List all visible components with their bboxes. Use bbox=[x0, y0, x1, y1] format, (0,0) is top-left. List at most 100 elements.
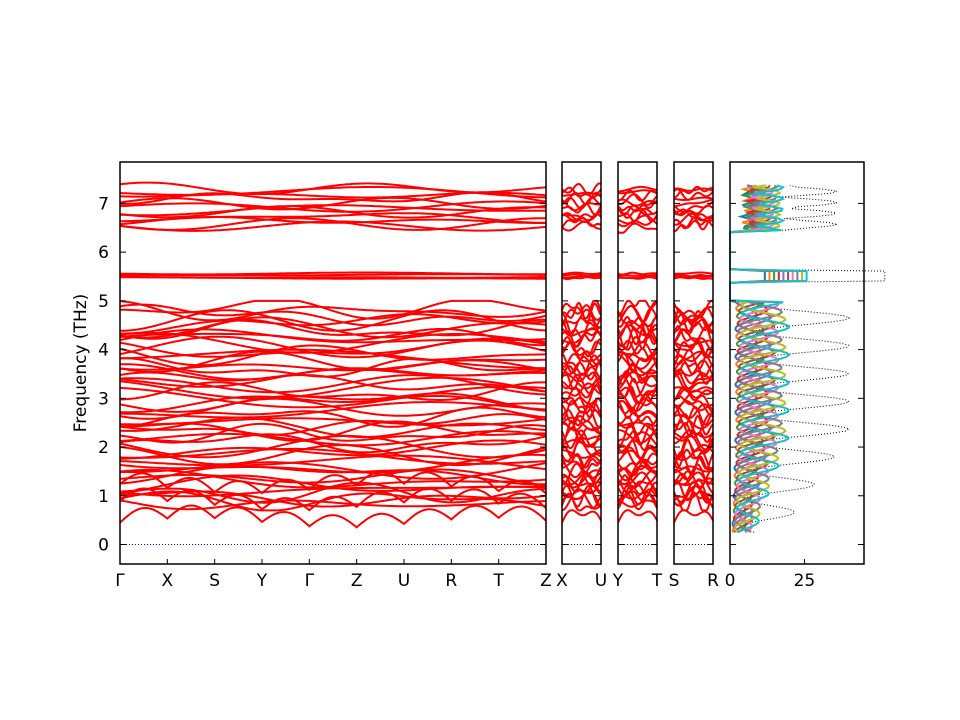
band-line bbox=[120, 299, 547, 320]
y-tick-label: 0 bbox=[98, 536, 109, 556]
band-line bbox=[617, 340, 658, 361]
band-line bbox=[673, 339, 714, 347]
y-tick-label: 7 bbox=[98, 194, 109, 214]
band-line bbox=[673, 369, 714, 390]
band-line bbox=[617, 200, 658, 213]
band-panel-x-u bbox=[561, 182, 602, 546]
band-panel-frame bbox=[617, 161, 658, 565]
band-line bbox=[618, 421, 658, 435]
band-line bbox=[673, 347, 714, 360]
band-line bbox=[119, 417, 547, 427]
band-line bbox=[617, 216, 658, 228]
band-line bbox=[673, 386, 714, 393]
band-line bbox=[119, 465, 547, 486]
band-line bbox=[562, 273, 602, 277]
y-tick-label: 5 bbox=[98, 292, 109, 312]
frame-layer bbox=[119, 161, 865, 565]
band-line bbox=[673, 196, 714, 201]
band-line bbox=[119, 200, 547, 213]
y-tick-label: 3 bbox=[98, 389, 109, 409]
band-line bbox=[673, 437, 714, 460]
band-line bbox=[617, 193, 658, 206]
band-line bbox=[119, 332, 547, 354]
band-line bbox=[561, 191, 602, 198]
dos-x-tick-label: 25 bbox=[794, 571, 816, 591]
band-line bbox=[561, 220, 602, 232]
band-line bbox=[561, 455, 602, 479]
y-tick-label: 1 bbox=[98, 487, 109, 507]
band-line bbox=[561, 301, 602, 325]
band-line bbox=[119, 422, 547, 444]
band-line bbox=[561, 182, 602, 196]
band-line bbox=[119, 205, 546, 219]
band-line bbox=[617, 509, 658, 524]
band-line bbox=[617, 473, 658, 494]
band-panel-s-r bbox=[673, 185, 714, 546]
band-line bbox=[617, 275, 657, 279]
band-line bbox=[673, 339, 714, 359]
band-line bbox=[119, 454, 547, 471]
k-point-label: T bbox=[651, 571, 663, 591]
band-line bbox=[561, 353, 602, 368]
band-line bbox=[120, 357, 546, 378]
band-line bbox=[673, 448, 714, 470]
band-line bbox=[120, 275, 546, 279]
band-line bbox=[617, 377, 658, 399]
band-line bbox=[673, 405, 714, 426]
band-line bbox=[561, 469, 602, 489]
band-line bbox=[561, 481, 602, 499]
band-line bbox=[119, 371, 547, 393]
k-point-label: R bbox=[445, 571, 457, 591]
band-line bbox=[561, 492, 602, 512]
band-line bbox=[673, 422, 714, 443]
band-line bbox=[673, 373, 713, 393]
y-tick-label: 6 bbox=[98, 243, 109, 263]
k-point-label: S bbox=[669, 571, 680, 591]
band-line bbox=[617, 222, 658, 234]
band-line bbox=[119, 196, 547, 211]
dos-x-tick-label: 0 bbox=[725, 571, 736, 591]
band-line bbox=[673, 328, 714, 352]
band-line bbox=[561, 429, 602, 450]
band-line bbox=[119, 504, 547, 529]
k-point-label: Y bbox=[256, 571, 268, 591]
band-line bbox=[617, 299, 658, 315]
band-line bbox=[561, 335, 602, 358]
band-line bbox=[673, 359, 714, 378]
band-panel-frame bbox=[561, 161, 602, 565]
k-point-label: X bbox=[162, 571, 174, 591]
band-line bbox=[120, 313, 547, 335]
band-line bbox=[673, 299, 713, 319]
band-line bbox=[561, 437, 602, 447]
band-line bbox=[673, 395, 714, 418]
band-line bbox=[617, 474, 658, 498]
band-line bbox=[561, 276, 602, 281]
k-point-label: Z bbox=[351, 571, 363, 591]
band-line bbox=[119, 468, 547, 489]
band-line bbox=[119, 181, 547, 196]
band-line bbox=[119, 385, 547, 409]
band-line bbox=[119, 392, 547, 413]
band-line bbox=[617, 316, 658, 337]
k-point-label: X bbox=[556, 571, 568, 591]
band-line bbox=[617, 386, 658, 405]
k-point-label: T bbox=[492, 571, 504, 591]
band-line bbox=[673, 432, 714, 439]
band-line bbox=[561, 208, 602, 221]
band-line bbox=[119, 376, 547, 400]
band-line bbox=[119, 350, 547, 373]
band-line bbox=[561, 484, 602, 508]
band-line bbox=[119, 318, 547, 340]
band-line bbox=[119, 217, 546, 231]
band-layer bbox=[119, 181, 714, 546]
band-line bbox=[561, 462, 602, 486]
band-line bbox=[561, 373, 602, 395]
band-line bbox=[673, 200, 714, 213]
band-line bbox=[617, 209, 658, 223]
band-line bbox=[617, 198, 658, 207]
band-line bbox=[673, 509, 714, 524]
k-point-label: Y bbox=[612, 571, 624, 591]
band-line bbox=[119, 430, 547, 447]
band-line bbox=[673, 187, 714, 192]
